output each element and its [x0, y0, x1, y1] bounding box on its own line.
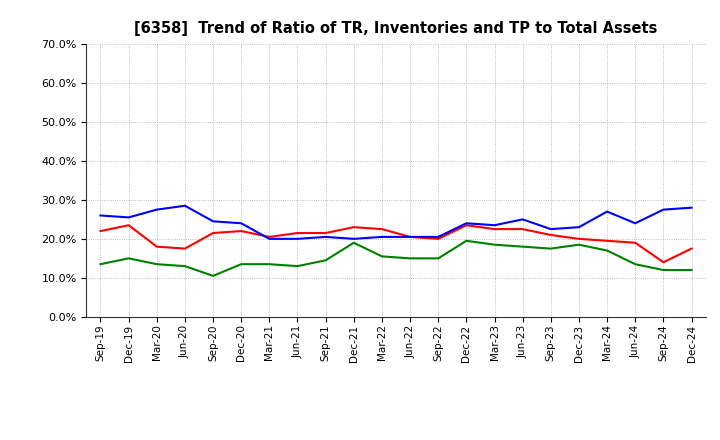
Inventories — [546, 227, 555, 232]
Trade Payables — [125, 256, 133, 261]
Inventories — [293, 236, 302, 242]
Trade Receivables — [237, 228, 246, 234]
Trade Receivables — [265, 234, 274, 239]
Trade Receivables — [603, 238, 611, 243]
Inventories — [490, 223, 499, 228]
Trade Receivables — [462, 223, 471, 228]
Trade Payables — [687, 268, 696, 273]
Inventories — [265, 236, 274, 242]
Trade Payables — [209, 273, 217, 279]
Inventories — [518, 217, 527, 222]
Trade Payables — [546, 246, 555, 251]
Trade Receivables — [631, 240, 639, 246]
Inventories — [377, 234, 386, 239]
Trade Receivables — [575, 236, 583, 242]
Trade Payables — [490, 242, 499, 247]
Trade Receivables — [153, 244, 161, 249]
Trade Receivables — [349, 224, 358, 230]
Inventories — [406, 234, 415, 239]
Trade Receivables — [434, 236, 443, 242]
Inventories — [209, 219, 217, 224]
Trade Payables — [153, 261, 161, 267]
Trade Receivables — [321, 231, 330, 236]
Trade Receivables — [125, 223, 133, 228]
Trade Receivables — [181, 246, 189, 251]
Trade Receivables — [209, 231, 217, 236]
Trade Payables — [96, 261, 105, 267]
Trade Payables — [349, 240, 358, 246]
Trade Payables — [181, 264, 189, 269]
Trade Payables — [462, 238, 471, 243]
Trade Payables — [518, 244, 527, 249]
Trade Payables — [631, 261, 639, 267]
Trade Receivables — [659, 260, 667, 265]
Trade Payables — [293, 264, 302, 269]
Inventories — [321, 234, 330, 239]
Inventories — [181, 203, 189, 209]
Inventories — [631, 220, 639, 226]
Trade Receivables — [490, 227, 499, 232]
Trade Payables — [659, 268, 667, 273]
Line: Inventories: Inventories — [101, 206, 691, 239]
Trade Payables — [377, 254, 386, 259]
Trade Payables — [575, 242, 583, 247]
Inventories — [237, 220, 246, 226]
Trade Payables — [603, 248, 611, 253]
Inventories — [153, 207, 161, 212]
Inventories — [575, 224, 583, 230]
Trade Receivables — [546, 232, 555, 238]
Trade Receivables — [518, 227, 527, 232]
Trade Receivables — [377, 227, 386, 232]
Inventories — [96, 213, 105, 218]
Trade Receivables — [406, 234, 415, 239]
Inventories — [125, 215, 133, 220]
Inventories — [687, 205, 696, 210]
Trade Receivables — [96, 228, 105, 234]
Trade Payables — [265, 261, 274, 267]
Trade Payables — [237, 261, 246, 267]
Line: Trade Receivables: Trade Receivables — [101, 225, 691, 262]
Trade Receivables — [293, 231, 302, 236]
Title: [6358]  Trend of Ratio of TR, Inventories and TP to Total Assets: [6358] Trend of Ratio of TR, Inventories… — [135, 21, 657, 36]
Trade Payables — [321, 258, 330, 263]
Inventories — [434, 234, 443, 239]
Trade Payables — [434, 256, 443, 261]
Inventories — [603, 209, 611, 214]
Inventories — [462, 220, 471, 226]
Line: Trade Payables: Trade Payables — [101, 241, 691, 276]
Trade Receivables — [687, 246, 696, 251]
Trade Payables — [406, 256, 415, 261]
Inventories — [659, 207, 667, 212]
Inventories — [349, 236, 358, 242]
